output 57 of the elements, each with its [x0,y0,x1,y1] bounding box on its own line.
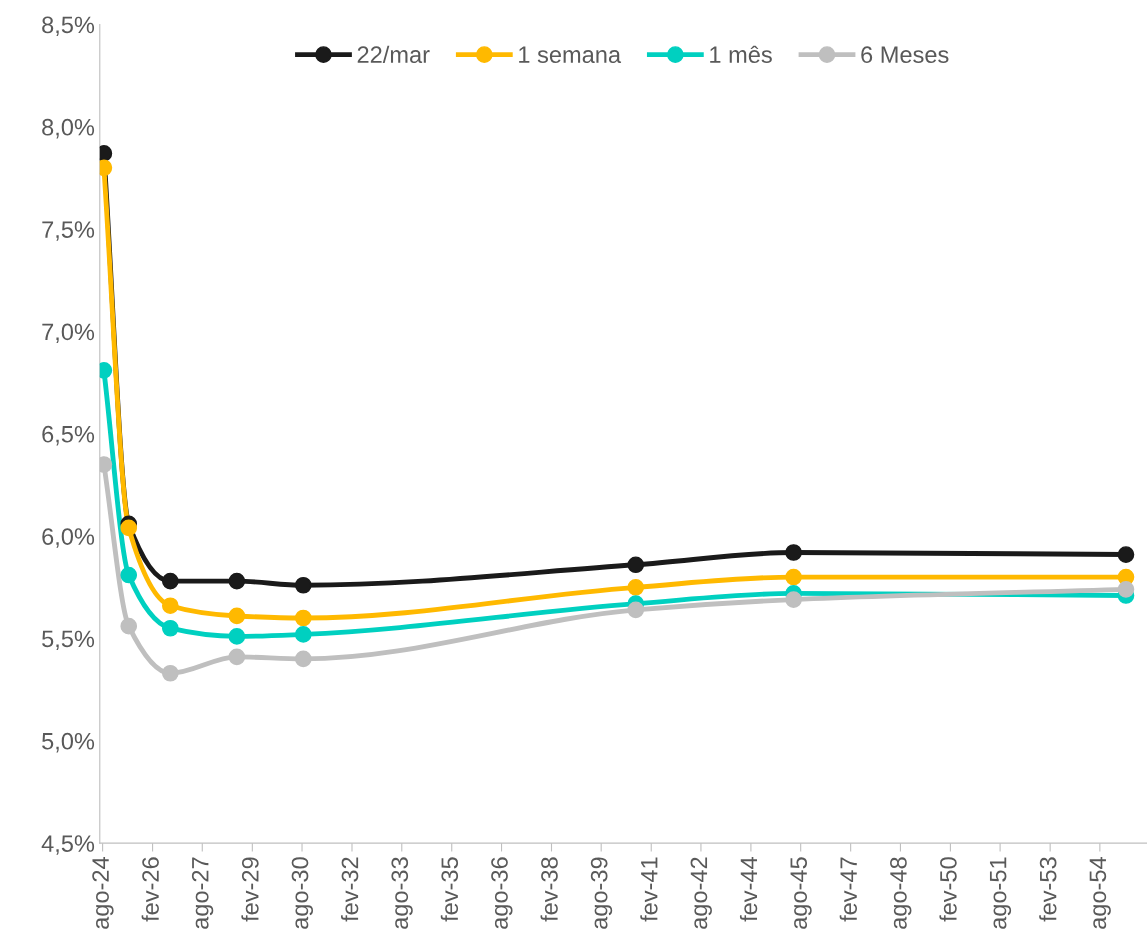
x-tick-label: ago-51 [989,857,1012,929]
point [161,597,179,615]
point [120,617,138,635]
y-tick-label: 5,0% [42,732,95,753]
y-tick-label: 8,0% [42,118,95,139]
x-tick-label: fev-41 [640,857,658,922]
y-tick-label: 7,5% [42,221,95,241]
point [120,566,138,584]
point [627,601,645,619]
y-tick-label: 6,5% [42,425,95,446]
x-tick-label: fev-38 [540,857,558,922]
x-tick-label: fev-35 [440,857,459,922]
legend-label: 1 mês [710,45,772,64]
x-tick-label: ago-45 [790,857,812,929]
y-tick-label: 6,0% [42,528,95,548]
x-tick-label: fev-29 [241,857,259,922]
x-tick-label: ago-30 [291,857,314,929]
point [228,648,246,666]
point [627,578,645,596]
y-tick-label: 5,5% [42,630,95,651]
point [294,609,312,627]
point [785,591,802,608]
x-tick-label: ago-48 [890,857,912,929]
point [785,544,802,561]
legend-label: 6 Meses [861,46,949,64]
x-tick-label: fev-44 [739,857,758,922]
x-tick-label: fev-47 [839,857,857,922]
x-tick-label: fev-32 [341,857,359,922]
point [1117,546,1135,563]
x-tick-label: fev-50 [939,857,957,922]
point [161,664,179,682]
point [294,576,312,594]
x-tick-label: ago-39 [590,857,613,929]
point [294,626,312,643]
x-tick-label: ago-42 [690,857,712,929]
point [228,572,246,590]
point [228,607,246,625]
point [785,568,802,586]
x-tick-label: ago-54 [1089,857,1111,929]
x-tick-label: ago-33 [391,857,413,929]
point [161,572,179,590]
x-tick-label: fev-26 [141,857,159,922]
legend-label: 22/mar [357,45,430,64]
point [120,519,138,537]
x-tick-label: ago-27 [191,857,214,929]
y-tick-label: 7,0% [42,323,95,344]
point [161,619,179,637]
y-tick-label: 8,5% [42,16,95,37]
point [294,650,312,668]
x-tick-label: ago-24 [92,857,114,929]
legend-label: 1 semana [519,46,622,64]
x-tick-label: fev-53 [1039,857,1057,922]
point [627,556,645,574]
x-tick-label: ago-36 [491,857,513,929]
point [1117,581,1135,598]
point [228,628,246,645]
y-tick-label: 4,5% [41,835,95,855]
